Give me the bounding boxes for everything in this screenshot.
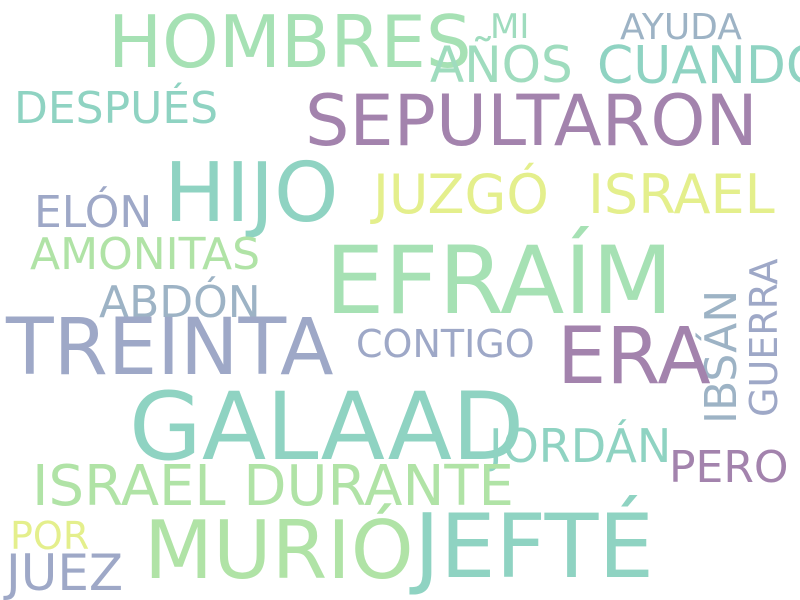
- word-despues: DESPUÉS: [14, 83, 219, 134]
- word-jefte: JEFTÉ: [414, 495, 654, 598]
- word-contigo: CONTIGO: [356, 322, 535, 366]
- word-hombres: HOMBRES: [108, 0, 472, 84]
- word-era: ERA: [557, 312, 711, 402]
- word-efraim: EFRAÍM: [325, 227, 674, 336]
- word-guerra: GUERRA: [742, 258, 786, 417]
- word-hijo: HIJO: [164, 146, 339, 241]
- word-israel: ISRAEL: [588, 163, 775, 226]
- word-amonitas: AMONITAS: [30, 229, 261, 280]
- word-galaad: GALAAD: [129, 373, 525, 482]
- word-por: POR: [10, 514, 90, 558]
- word-murio: MURIÓ: [144, 504, 414, 597]
- word-treinta: TREINTA: [6, 303, 334, 393]
- word-pero: PERO: [669, 442, 789, 493]
- word-juzgo: JUZGÓ: [373, 163, 549, 226]
- word-cuando: CUANDO: [597, 36, 800, 96]
- word-elon: ELÓN: [34, 187, 153, 238]
- word-anos: AÑOS: [430, 36, 573, 94]
- word-mi: MI: [490, 7, 530, 47]
- word-juez: JUEZ: [6, 544, 124, 600]
- word-abdon: ABDÓN: [99, 277, 261, 328]
- word-ayuda: AYUDA: [620, 7, 742, 48]
- word-sepultaron: SEPULTARON: [305, 80, 758, 162]
- word-israel-durante: ISRAEL DURANTE: [32, 454, 514, 519]
- word-jordan: JORDÁN: [489, 419, 672, 473]
